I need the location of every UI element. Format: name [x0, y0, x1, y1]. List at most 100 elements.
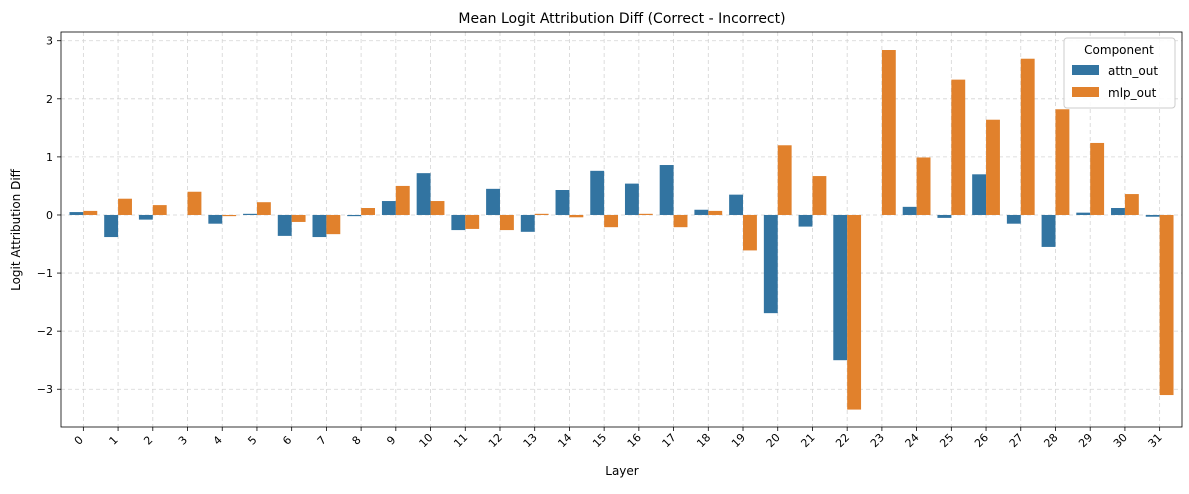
y-tick-label: −1	[37, 267, 53, 280]
x-tick-label: 31	[1146, 431, 1165, 450]
bar-mlp-out-layer-17	[673, 214, 688, 228]
bar-mlp-out-layer-19	[743, 214, 757, 251]
x-tick-label: 28	[1041, 431, 1060, 450]
bar-mlp-out-layer-11	[465, 214, 480, 229]
bar-attn-out-layer-9	[381, 201, 396, 215]
x-tick-label: 12	[486, 431, 505, 450]
bar-attn-out-layer-10	[416, 173, 431, 215]
bar-mlp-out-layer-3	[187, 191, 202, 215]
x-tick-label: 2	[141, 433, 155, 447]
bar-mlp-out-layer-0	[83, 210, 98, 215]
x-tick-label: 29	[1076, 431, 1095, 450]
x-tick-label: 21	[798, 431, 817, 450]
y-tick-label: −3	[37, 383, 53, 396]
y-axis: −3 −2 −1 0 1 2 3	[37, 35, 61, 396]
bar-mlp-out-layer-31	[1159, 214, 1174, 396]
x-tick-label: 20	[764, 431, 783, 450]
x-tick-label: 0	[72, 433, 86, 447]
bar-attn-out-layer-29	[1076, 212, 1091, 215]
x-tick-label: 8	[350, 433, 364, 447]
bar-mlp-out-layer-16	[638, 213, 653, 215]
x-tick-label: 25	[937, 431, 956, 450]
legend-swatch-attn-out	[1072, 65, 1099, 75]
bar-mlp-out-layer-25	[951, 79, 966, 215]
bar-attn-out-layer-7	[312, 214, 327, 238]
legend-label-attn-out: attn_out	[1108, 64, 1158, 78]
x-tick-label: 22	[833, 431, 852, 450]
bar-mlp-out-layer-8	[361, 208, 375, 215]
x-tick-label: 23	[868, 431, 887, 450]
bar-mlp-out-layer-20	[777, 145, 792, 215]
bar-mlp-out-layer-9	[395, 185, 410, 215]
plot-frame	[60, 31, 1183, 428]
y-tick-label: 2	[46, 93, 53, 106]
bar-attn-out-layer-8	[347, 214, 362, 217]
y-tick-label: 3	[46, 35, 53, 48]
bars	[69, 50, 1174, 410]
bar-attn-out-layer-31	[1145, 214, 1160, 217]
bar-attn-out-layer-27	[1006, 214, 1021, 224]
bar-attn-out-layer-13	[520, 214, 535, 232]
x-tick-label: 15	[590, 431, 609, 450]
x-tick-label: 1	[107, 433, 121, 447]
bar-mlp-out-layer-30	[1124, 194, 1139, 215]
x-tick-label: 19	[729, 431, 748, 450]
bar-mlp-out-layer-5	[256, 202, 271, 215]
bar-mlp-out-layer-29	[1090, 142, 1105, 215]
bar-mlp-out-layer-14	[569, 214, 584, 218]
bar-attn-out-layer-4	[208, 214, 223, 224]
bar-attn-out-layer-15	[590, 170, 605, 215]
x-tick-label: 13	[521, 431, 540, 450]
bar-mlp-out-layer-21	[812, 176, 827, 215]
bar-mlp-out-layer-10	[430, 201, 445, 215]
x-tick-label: 9	[384, 433, 398, 447]
bar-attn-out-layer-17	[659, 165, 674, 215]
bar-attn-out-layer-20	[763, 214, 778, 314]
bar-mlp-out-layer-2	[152, 205, 167, 215]
bar-attn-out-layer-14	[555, 190, 570, 215]
bar-mlp-out-layer-1	[118, 198, 132, 215]
y-tick-label: −2	[37, 325, 53, 338]
bar-attn-out-layer-16	[624, 183, 639, 215]
x-tick-label: 10	[417, 431, 436, 450]
x-tick-label: 11	[451, 431, 470, 450]
y-axis-label: Logit Attribution Diff	[9, 168, 23, 291]
bar-mlp-out-layer-13	[534, 213, 549, 215]
bar-attn-out-layer-11	[451, 214, 466, 231]
bar-mlp-out-layer-12	[499, 214, 514, 231]
bar-mlp-out-layer-22	[847, 214, 862, 410]
bar-mlp-out-layer-15	[604, 214, 619, 228]
legend-label-mlp-out: mlp_out	[1108, 86, 1157, 100]
bar-attn-out-layer-28	[1041, 214, 1056, 247]
x-tick-label: 30	[1111, 431, 1130, 450]
x-axis: 0 1 2 3 4 5 6 7 8 9 10 11 12 13 14 15 16 17 18 19 20 21 22 23 24…	[72, 427, 1165, 450]
x-tick-label: 5	[245, 433, 259, 447]
bar-mlp-out-layer-26	[986, 119, 1000, 215]
bar-mlp-out-layer-23	[881, 50, 896, 215]
bar-attn-out-layer-21	[798, 214, 813, 227]
bar-attn-out-layer-30	[1111, 208, 1125, 215]
y-tick-label: 0	[46, 209, 53, 222]
bar-attn-out-layer-22	[833, 214, 848, 361]
bar-attn-out-layer-0	[69, 212, 84, 215]
legend-title: Component	[1084, 43, 1154, 57]
legend-swatch-mlp-out	[1072, 87, 1099, 97]
bar-attn-out-layer-1	[104, 214, 119, 238]
bar-mlp-out-layer-7	[326, 214, 341, 235]
x-tick-label: 7	[315, 433, 329, 447]
bar-mlp-out-layer-28	[1055, 109, 1070, 215]
x-tick-label: 6	[280, 433, 294, 447]
y-tick-label: 1	[46, 151, 53, 164]
x-tick-label: 16	[625, 431, 644, 450]
bar-attn-out-layer-25	[937, 214, 952, 218]
grid	[61, 32, 1182, 427]
bar-mlp-out-layer-4	[222, 214, 237, 217]
x-tick-label: 17	[660, 431, 679, 450]
bar-attn-out-layer-5	[243, 213, 257, 215]
legend: Component attn_out mlp_out	[1063, 37, 1176, 109]
bar-attn-out-layer-12	[486, 188, 500, 215]
chart-title: Mean Logit Attribution Diff (Correct - I…	[458, 11, 785, 27]
bar-attn-out-layer-19	[729, 194, 744, 215]
bar-attn-out-layer-24	[902, 206, 917, 215]
